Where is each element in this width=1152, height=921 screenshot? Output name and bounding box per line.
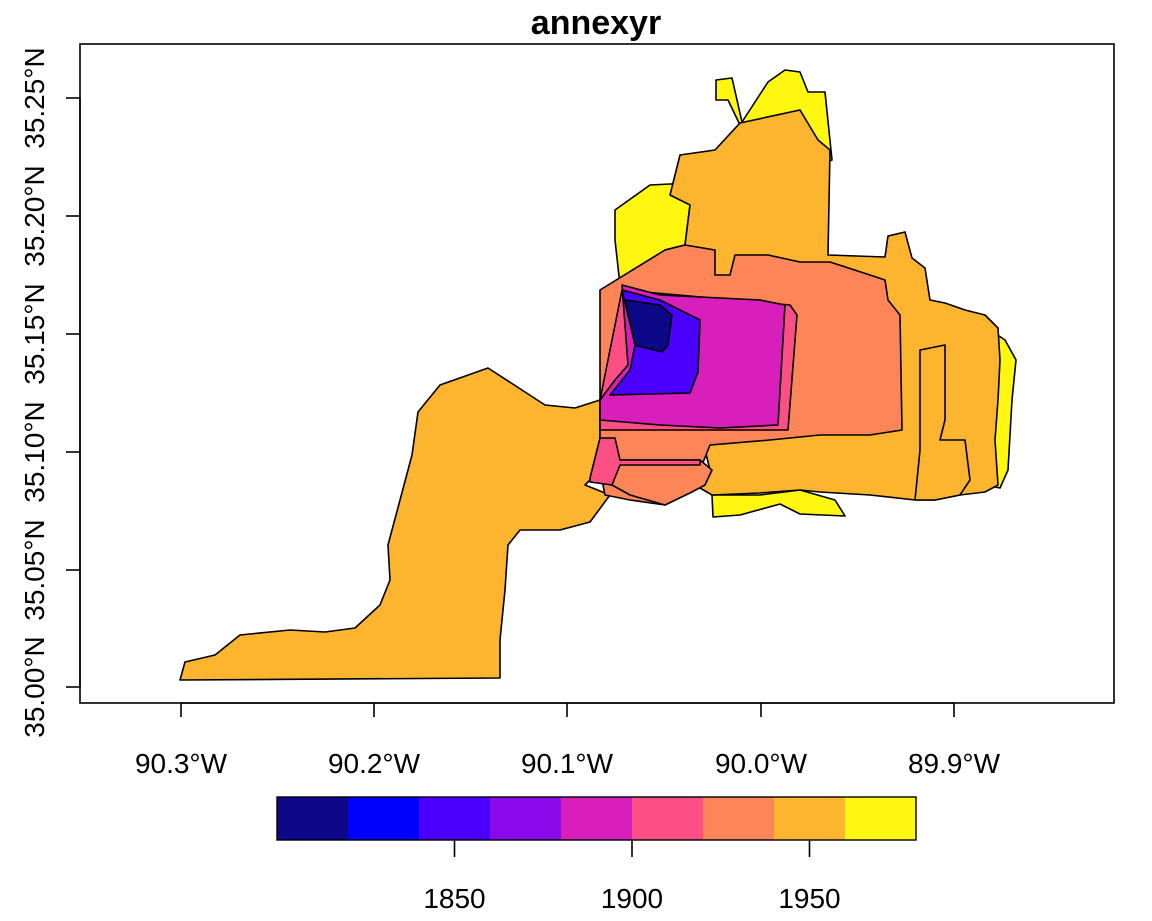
x-tick-label: 90.0°W bbox=[715, 748, 808, 779]
region-pink-south bbox=[589, 437, 701, 486]
legend-swatch bbox=[348, 797, 420, 840]
map-regions bbox=[179, 69, 1017, 681]
region-orange-southwest bbox=[179, 367, 611, 681]
region-yellow-south bbox=[711, 489, 846, 518]
map-title: annexyr bbox=[531, 4, 661, 42]
region-navy bbox=[624, 299, 673, 353]
legend-swatch bbox=[774, 797, 846, 840]
color-legend: 1850 1900 1950 bbox=[276, 796, 917, 914]
x-axis: 90.3°W 90.2°W 90.1°W 90.0°W 89.9°W bbox=[135, 702, 1001, 779]
legend-swatch bbox=[419, 797, 491, 840]
legend-swatch bbox=[632, 797, 704, 840]
region-yellow-north bbox=[715, 69, 833, 166]
legend-tick-label: 1850 bbox=[423, 883, 485, 914]
legend-swatch bbox=[703, 797, 775, 840]
legend-swatches bbox=[276, 796, 917, 841]
y-tick-label: 35.20°N bbox=[19, 165, 50, 267]
x-tick-label: 90.3°W bbox=[135, 748, 228, 779]
legend-swatch bbox=[845, 797, 917, 840]
x-tick-label: 90.1°W bbox=[521, 748, 614, 779]
legend-swatch bbox=[277, 797, 349, 840]
legend-swatch bbox=[490, 797, 562, 840]
region-salmon-southwest bbox=[611, 459, 713, 506]
legend-tick-label: 1950 bbox=[778, 883, 840, 914]
y-tick-label: 35.15°N bbox=[19, 283, 50, 385]
y-tick-label: 35.00°N bbox=[19, 636, 50, 738]
y-tick-label: 35.05°N bbox=[19, 519, 50, 621]
y-tick-label: 35.25°N bbox=[19, 47, 50, 149]
y-axis: 35.00°N 35.05°N 35.10°N 35.15°N 35.20°N 35.25… bbox=[19, 47, 81, 738]
legend-frame bbox=[276, 796, 917, 841]
legend-ticks: 1850 1900 1950 bbox=[423, 840, 841, 914]
legend-tick-label: 1900 bbox=[601, 883, 663, 914]
region-orange-east-strips bbox=[914, 344, 971, 501]
y-tick-label: 35.10°N bbox=[19, 401, 50, 503]
legend-swatch bbox=[561, 797, 633, 840]
x-tick-label: 89.9°W bbox=[908, 748, 1001, 779]
x-tick-label: 90.2°W bbox=[328, 748, 421, 779]
